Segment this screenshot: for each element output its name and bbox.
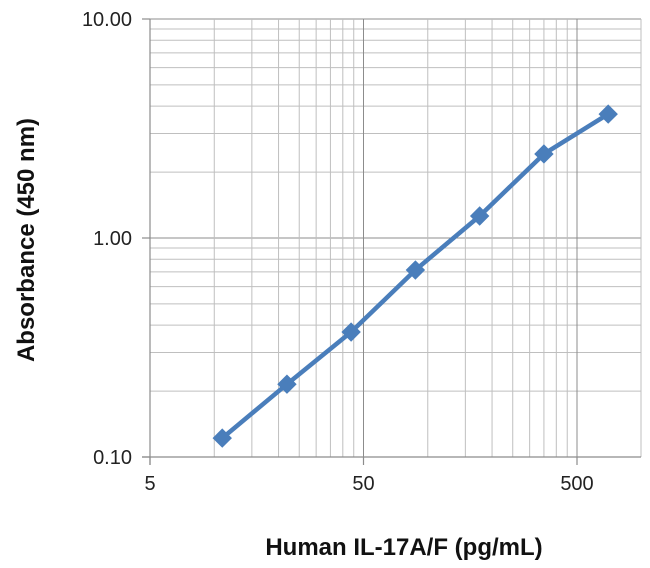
- diamond-marker: [469, 206, 490, 226]
- x-axis-title: Human IL-17A/F (pg/mL): [265, 534, 542, 561]
- x-tick-label: 500: [560, 473, 593, 495]
- x-tick-label: 5: [144, 473, 155, 495]
- y-tick-label: 0.10: [93, 447, 132, 469]
- y-axis-tick-labels: 0.10 1.00 10.00: [82, 9, 132, 469]
- diamond-marker: [598, 104, 618, 124]
- diamond-marker: [534, 144, 554, 164]
- y-tick-label: 1.00: [93, 228, 132, 250]
- axes: [142, 18, 641, 465]
- x-axis-tick-labels: 5 50 500: [144, 473, 593, 495]
- diamond-marker: [212, 428, 232, 448]
- x-tick-label: 50: [352, 473, 374, 495]
- y-axis-title: Absorbance (450 nm): [13, 118, 40, 362]
- diamond-marker: [277, 374, 297, 394]
- y-tick-label: 10.00: [82, 9, 132, 31]
- diamond-marker: [341, 322, 361, 342]
- grid-lines: [149, 18, 642, 458]
- diamond-marker: [405, 260, 426, 280]
- data-series: [212, 104, 618, 448]
